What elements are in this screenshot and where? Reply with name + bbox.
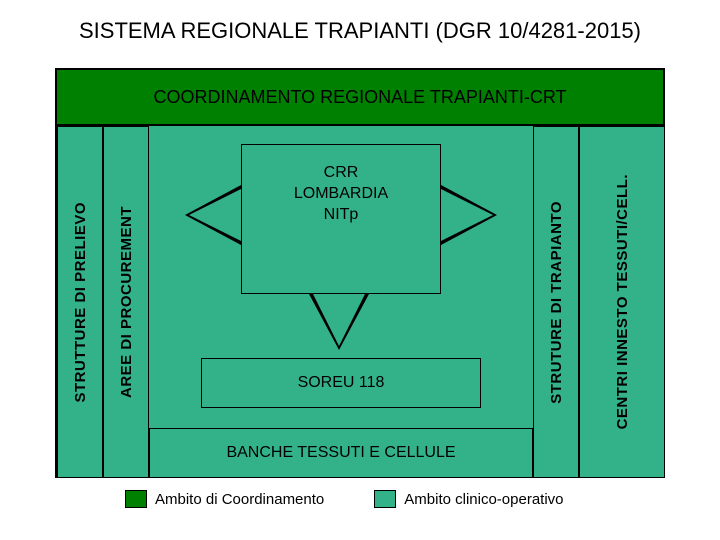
diagram-frame: COORDINAMENTO REGIONALE TRAPIANTI-CRT ST… [55,68,665,478]
col-centri-innesto: CENTRI INNESTO TESSUTI/CELL. [579,126,665,478]
crr-line: LOMBARDIA [242,184,440,205]
crr-line: NITp [242,205,440,226]
legend-item-coord: Ambito di Coordinamento [125,490,324,508]
legend-label: Ambito di Coordinamento [155,491,324,508]
arrow-right-icon [441,189,493,241]
swatch-clinic [374,490,396,508]
crr-box: CRR LOMBARDIA NITp [241,144,441,294]
crr-line: CRR [242,163,440,184]
swatch-coord [125,490,147,508]
legend: Ambito di Coordinamento Ambito clinico-o… [125,490,564,508]
col-strutture-trapianto: STRUTURE DI TRAPIANTO [533,126,579,478]
col-label: CENTRI INNESTO TESSUTI/CELL. [614,174,631,429]
col-label: AREE DI PROCUREMENT [118,206,135,398]
col-strutture-prelievo: STRUTTURE DI PRELIEVO [57,126,103,478]
legend-label: Ambito clinico-operativo [404,491,563,508]
col-label: STRUTURE DI TRAPIANTO [548,201,565,404]
page-title: SISTEMA REGIONALE TRAPIANTI (DGR 10/4281… [0,0,720,54]
page-root: SISTEMA REGIONALE TRAPIANTI (DGR 10/4281… [0,0,720,540]
arrow-left-icon [189,189,241,241]
arrow-down-icon [313,294,365,346]
soreu-box: SOREU 118 [201,358,481,408]
banche-box: BANCHE TESSUTI E CELLULE [149,428,533,478]
legend-item-clinic: Ambito clinico-operativo [374,490,563,508]
crt-banner: COORDINAMENTO REGIONALE TRAPIANTI-CRT [57,70,663,126]
col-aree-procurement: AREE DI PROCUREMENT [103,126,149,478]
middle-panel: CRR LOMBARDIA NITp SOREU 118 BANCHE TESS… [149,126,533,478]
col-label: STRUTTURE DI PRELIEVO [72,202,89,403]
